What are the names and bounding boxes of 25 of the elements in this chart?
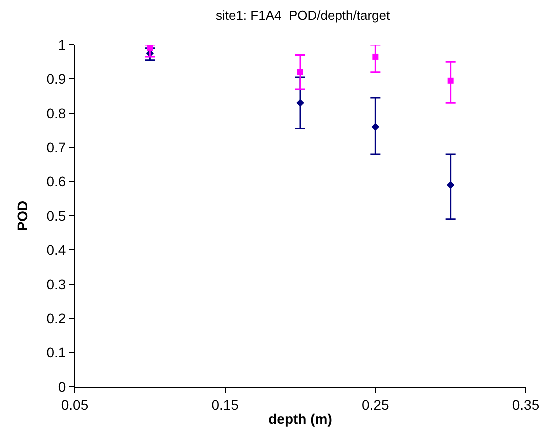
y-tick-label: 0.9 <box>46 71 66 88</box>
chart-title: site1: F1A4 POD/depth/target <box>216 8 391 24</box>
y-tick-label: 0.2 <box>46 310 66 326</box>
y-tick-label: 1 <box>58 36 66 53</box>
y-tick-label: 0.7 <box>46 140 66 156</box>
y-tick-label: 0.5 <box>46 208 66 224</box>
point <box>446 181 455 190</box>
y-tick-label: 0.4 <box>46 242 66 258</box>
x-tick-label: 0.15 <box>212 396 240 413</box>
y-tick-label: 0 <box>58 378 66 395</box>
x-tick-label: 0.05 <box>61 396 89 413</box>
x-axis-title: depth (m) <box>268 411 332 428</box>
y-tick-label: 0.6 <box>46 174 66 190</box>
point <box>298 69 304 76</box>
point <box>372 54 379 60</box>
y-tick-label: 0.3 <box>46 276 66 292</box>
y-axis-title: POD <box>14 200 30 232</box>
x-tick-label: 0.25 <box>362 396 390 413</box>
point <box>372 123 380 131</box>
point <box>448 78 454 84</box>
y-tick-label: 0.1 <box>46 344 66 361</box>
y-tick-label: 0.8 <box>46 105 66 122</box>
x-tick-label: 0.35 <box>512 396 540 413</box>
point <box>296 99 304 108</box>
point <box>147 45 154 52</box>
